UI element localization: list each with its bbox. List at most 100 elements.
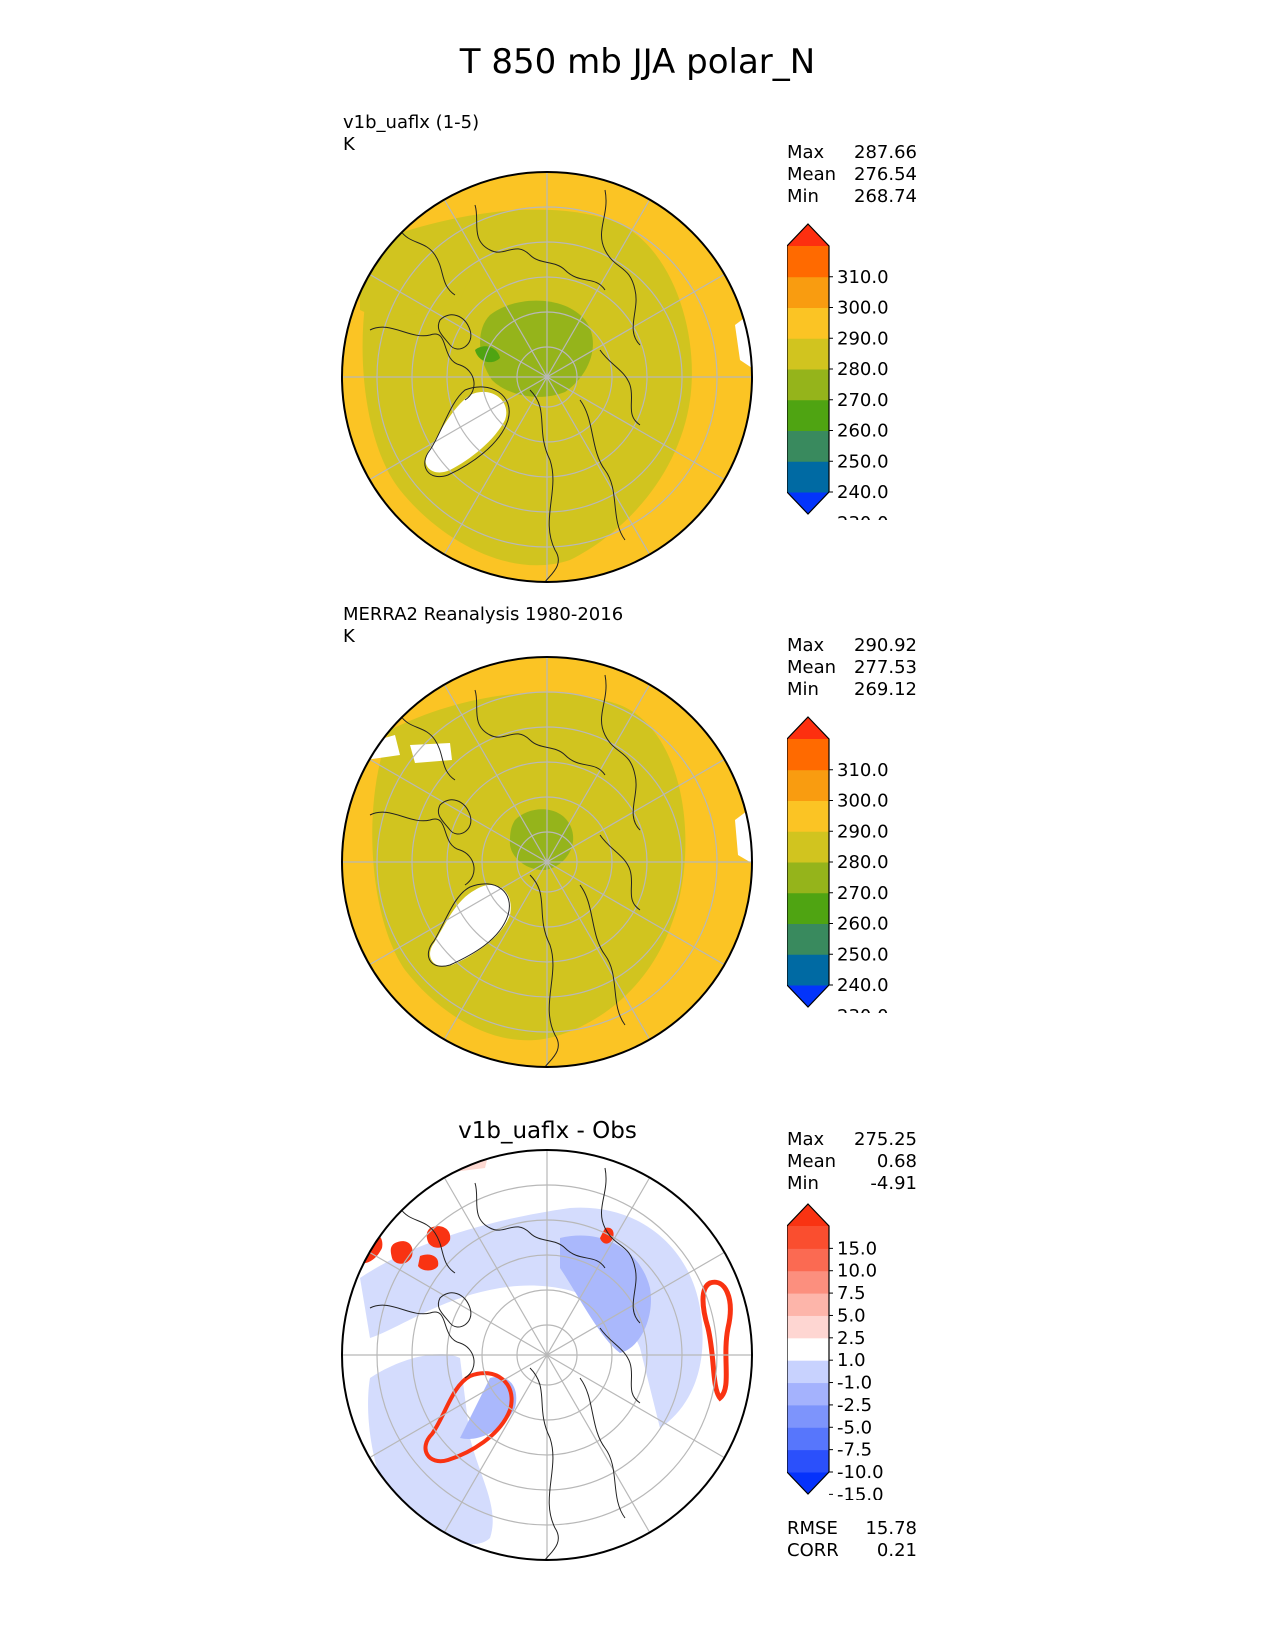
colorbar-tick-label: 230.0 [837, 1006, 889, 1013]
colorbar-tick-label: 290.0 [837, 328, 889, 349]
colorbar-tick-label: 260.0 [837, 914, 889, 935]
colorbar-tick-label: 2.5 [837, 1328, 866, 1349]
colorbar-segment [787, 1226, 829, 1249]
panel1-model-label: v1b_uaflx (1-5) [343, 112, 480, 133]
colorbar-outline [787, 716, 830, 1008]
colorbar-tick-label: -5.0 [837, 1417, 872, 1438]
colorbar-tick-label: -15.0 [837, 1484, 884, 1500]
colorbar-extend-min [787, 1472, 829, 1494]
panel2-stat-min: Min 269.12 [787, 679, 917, 700]
graticule [342, 657, 752, 1067]
colorbar-segment [787, 276, 829, 308]
panel3-stat-min: Min -4.91 [787, 1173, 917, 1194]
panel3-colorbar: 15.010.07.55.02.51.0-1.0-2.5-5.0-7.5-10.… [787, 1203, 884, 1500]
colorbar-tick-label: 270.0 [837, 883, 889, 904]
colorbar-segment [787, 800, 829, 832]
colorbar-tick-label: 310.0 [837, 267, 889, 288]
colorbar-segment [787, 769, 829, 801]
colorbar-segment [787, 430, 829, 462]
colorbar-segment [787, 892, 829, 924]
colorbar-extend-max [787, 224, 829, 246]
colorbar-segment [787, 862, 829, 894]
colorbar-segment [787, 1293, 829, 1316]
colorbar-tick-label: 280.0 [837, 359, 889, 380]
panel1-colorbar: 310.0 300.0 290.0 280.0 270.0 260.0 250.0 240.0… [787, 223, 889, 520]
colorbar-segment [787, 369, 829, 401]
map-border [341, 1149, 753, 1561]
colorbar-tick-label: 280.0 [837, 852, 889, 873]
panel3-metrics: RMSE 15.78 CORR 0.21 [787, 1518, 917, 1562]
colorbar-extend-min [787, 985, 829, 1007]
colorbar-segment [787, 338, 829, 370]
colorbar-segment [787, 1315, 829, 1339]
colorbar-extend-min [787, 492, 829, 514]
panel2-units-label: K [343, 626, 355, 647]
strong-cool-anomaly [560, 1235, 651, 1353]
coastlines [369, 189, 641, 582]
colorbar-segment [787, 461, 829, 493]
colorbar-segment [787, 307, 829, 339]
colorbar-tick-label: 290.0 [837, 821, 889, 842]
colorbar-tick-label: -7.5 [837, 1440, 872, 1461]
colorbar-segment [787, 1427, 829, 1451]
panel1-stat-mean: Mean 276.54 [787, 164, 917, 185]
colorbar-tick-label: 260.0 [837, 421, 889, 442]
colorbar-segment [787, 831, 829, 863]
colorbar-tick-label: 1.0 [837, 1350, 866, 1371]
colorbar-segment [787, 1337, 829, 1361]
colorbar-segment [787, 246, 829, 278]
panel3-stat-mean: Mean 0.68 [787, 1151, 917, 1172]
panel2-stat-mean: Mean 277.53 [787, 657, 917, 678]
colorbar-tick-label: 7.5 [837, 1283, 866, 1304]
panel1-stat-max: Max 287.66 [787, 142, 917, 163]
colorbar-segment [787, 1404, 829, 1428]
panel1-units-label: K [343, 134, 355, 155]
colorbar-outline [787, 223, 830, 515]
colorbar-extend-max [787, 1204, 829, 1226]
colorbar-segment [787, 1449, 829, 1473]
panel3-diff-title: v1b_uaflx - Obs [458, 1118, 637, 1144]
colorbar-tick-label: 240.0 [837, 482, 889, 503]
colorbar-tick-label: 250.0 [837, 451, 889, 472]
colorbar-tick-label: 300.0 [837, 298, 889, 319]
panel3-diff-map [341, 1149, 753, 1561]
map-border [341, 656, 753, 1068]
panel1-stat-min: Min 268.74 [787, 186, 917, 207]
colorbar-segment [787, 739, 829, 771]
colorbar-segment [787, 1270, 829, 1294]
colorbar-tick-label: 250.0 [837, 944, 889, 965]
panel3-stat-max: Max 275.25 [787, 1129, 917, 1150]
colorbar-tick-label: 270.0 [837, 390, 889, 411]
colorbar-tick-label: 300.0 [837, 791, 889, 812]
colorbar-tick-label: -10.0 [837, 1462, 884, 1483]
coastlines [369, 674, 641, 1067]
panel2-colorbar: 310.0 300.0 290.0 280.0 270.0 260.0 250.0 240.0… [787, 716, 889, 1013]
panel2-polar-map [341, 656, 753, 1068]
panel2-stat-max: Max 290.92 [787, 635, 917, 656]
colorbar-tick-label: -2.5 [837, 1395, 872, 1416]
graticule [342, 172, 752, 582]
panel3-metric-rmse: RMSE 15.78 [787, 1518, 917, 1539]
colorbar-extend-max [787, 717, 829, 739]
graticule [342, 1150, 752, 1560]
panel3-metric-corr: CORR 0.21 [787, 1540, 917, 1561]
figure-title: T 850 mb JJA polar_N [459, 42, 816, 82]
panel1-stats: Max 287.66 Mean 276.54 Min 268.74 [787, 142, 917, 208]
colorbar-segment [787, 399, 829, 431]
panel1-polar-map [341, 171, 753, 583]
colorbar-tick-label: 10.0 [837, 1261, 877, 1282]
panel2-obs-label: MERRA2 Reanalysis 1980-2016 [343, 604, 624, 625]
colorbar-segment [787, 1382, 829, 1406]
colorbar-tick-label: 15.0 [837, 1238, 877, 1259]
colorbar-segment [787, 954, 829, 986]
colorbar-outline [787, 1203, 830, 1495]
panel3-stats: Max 275.25 Mean 0.68 Min -4.91 [787, 1129, 917, 1195]
colorbar-tick-label: 230.0 [837, 513, 889, 520]
panel2-stats: Max 290.92 Mean 277.53 Min 269.12 [787, 635, 917, 701]
colorbar-tick-label: -1.0 [837, 1373, 872, 1394]
colorbar-segment [787, 923, 829, 955]
coastlines [369, 1167, 641, 1560]
colorbar-segment [787, 1360, 829, 1384]
colorbar-segment [787, 1248, 829, 1272]
colorbar-tick-label: 5.0 [837, 1305, 866, 1326]
